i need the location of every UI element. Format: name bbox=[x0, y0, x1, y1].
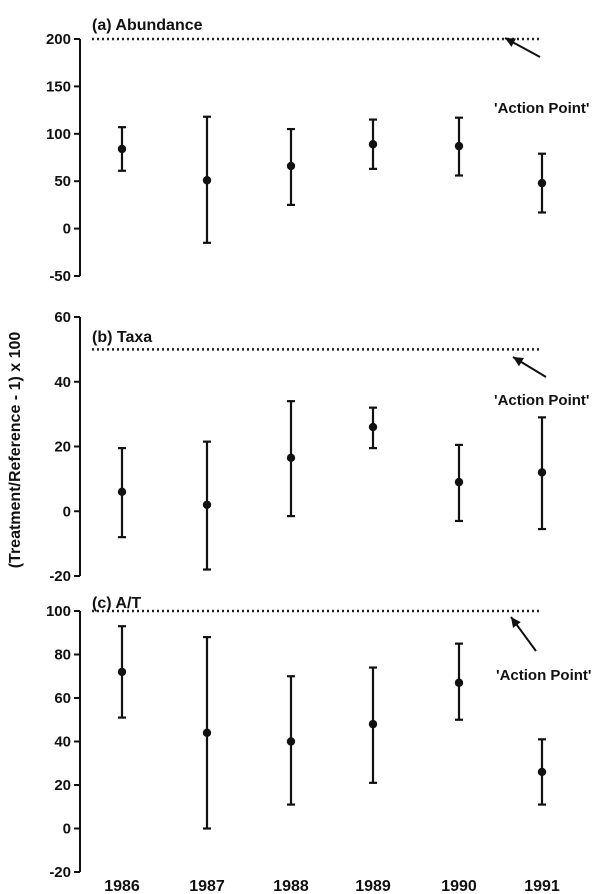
y-tick-label: 0 bbox=[63, 821, 71, 838]
data-point bbox=[454, 477, 464, 487]
x-tick-label: 1987 bbox=[189, 878, 225, 894]
y-tick-label: -50 bbox=[49, 268, 71, 285]
panel-title: (a) Abundance bbox=[92, 17, 203, 34]
data-point bbox=[117, 487, 127, 497]
data-point bbox=[368, 422, 378, 432]
x-axis-year-labels: 1986 1987 1988 1989 1990 1991 bbox=[104, 878, 560, 894]
data-point bbox=[537, 468, 547, 477]
y-tick-label: 80 bbox=[54, 647, 71, 664]
data-point bbox=[286, 453, 296, 463]
data-point bbox=[537, 178, 547, 188]
data-point bbox=[454, 141, 464, 151]
data-point bbox=[117, 144, 127, 154]
action-point-arrowhead bbox=[511, 617, 521, 628]
data-point bbox=[117, 667, 127, 677]
data-point bbox=[202, 500, 212, 509]
data-point bbox=[454, 678, 464, 687]
panel-2: -20 0 20 40 60 (b) Taxa 'Action Point' bbox=[49, 309, 589, 585]
action-point-arrowhead bbox=[513, 357, 524, 367]
y-tick-label: 150 bbox=[46, 78, 71, 95]
y-axis-label: (Treatment/Reference - 1) x 100 bbox=[7, 332, 24, 569]
y-tick-label: 0 bbox=[63, 503, 71, 520]
y-tick-label: 40 bbox=[54, 374, 71, 391]
data-point bbox=[286, 737, 296, 746]
y-tick-label: 20 bbox=[54, 777, 71, 794]
panel-title: (c) A/T bbox=[92, 595, 141, 612]
data-point bbox=[537, 767, 547, 777]
y-tick-label: 60 bbox=[54, 690, 71, 707]
x-tick-label: 1986 bbox=[104, 878, 140, 894]
action-point-arrowhead bbox=[505, 38, 516, 47]
action-point-label: 'Action Point' bbox=[496, 667, 591, 684]
y-tick-label: -20 bbox=[49, 864, 71, 881]
data-point bbox=[202, 176, 212, 185]
y-tick-label: 0 bbox=[63, 221, 71, 238]
data-point bbox=[286, 161, 296, 171]
y-tick-label: -20 bbox=[49, 568, 71, 585]
data-point bbox=[368, 140, 378, 149]
x-tick-label: 1989 bbox=[355, 878, 391, 894]
panel-title: (b) Taxa bbox=[92, 329, 152, 346]
y-tick-label: 100 bbox=[46, 603, 71, 620]
y-tick-label: 60 bbox=[54, 309, 71, 326]
y-tick-label: 50 bbox=[54, 173, 71, 190]
y-tick-label: 40 bbox=[54, 734, 71, 751]
y-tick-label: 100 bbox=[46, 126, 71, 143]
panel-1: -50 0 50 100 150 200 (a) Abundance 'Action Poin… bbox=[46, 17, 590, 285]
panel-3: -20 0 20 40 60 80 100 (c) A/T 'Action Point' bbox=[46, 595, 592, 881]
action-point-label: 'Action Point' bbox=[494, 100, 589, 117]
x-tick-label: 1990 bbox=[441, 878, 477, 894]
y-tick-label: 200 bbox=[46, 31, 71, 48]
y-tick-label: 20 bbox=[54, 439, 71, 456]
x-tick-label: 1991 bbox=[524, 878, 560, 894]
data-point bbox=[202, 728, 212, 737]
data-point bbox=[368, 719, 378, 729]
action-point-label: 'Action Point' bbox=[494, 392, 589, 409]
x-tick-label: 1988 bbox=[273, 878, 309, 894]
